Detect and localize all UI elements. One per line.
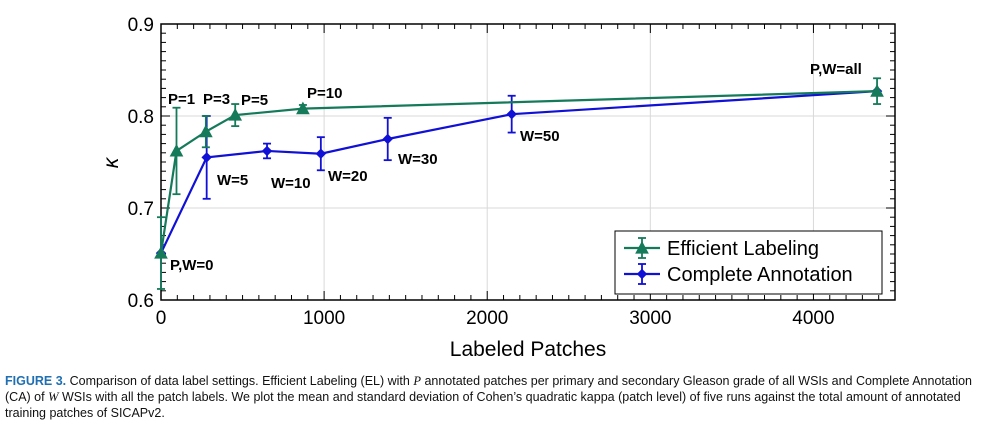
annotation-w5: W=5 <box>217 172 248 189</box>
annotation-pw-all: P,W=all <box>810 61 862 78</box>
legend-items <box>624 237 660 285</box>
x-axis-title: Labeled Patches <box>450 338 606 361</box>
annotation-p5: P=5 <box>241 92 268 109</box>
data-point-efficient-labeling <box>169 143 184 157</box>
data-point-complete-annotation <box>382 133 393 145</box>
data-point-efficient-labeling <box>296 101 310 115</box>
y-tick-label: 0.6 <box>128 291 154 312</box>
y-axis-title: κ <box>100 156 123 168</box>
data-point-efficient-labeling <box>870 84 884 97</box>
point-annotations: P=1 P=3 P=5 P=10 P,W=all P,W=0 W=5 W=10 … <box>168 61 862 274</box>
figure-caption: FIGURE 3. Comparison of data label setti… <box>5 373 980 421</box>
annotation-w30: W=30 <box>398 151 438 168</box>
caption-text-3: WSIs with all the patch labels. We plot … <box>5 390 961 420</box>
annotation-w20: W=20 <box>328 168 368 185</box>
caption-text-2: annotated patches per primary and second… <box>5 374 972 404</box>
data-point-complete-annotation <box>506 108 517 120</box>
y-tick-label: 0.8 <box>128 107 154 128</box>
x-tick-label: 2000 <box>466 308 508 329</box>
caption-var-w: W <box>48 390 59 404</box>
caption-var-p: P <box>413 374 421 388</box>
data-point-efficient-labeling <box>154 246 168 259</box>
x-tick-label: 1000 <box>303 308 345 329</box>
data-point-complete-annotation <box>201 152 212 163</box>
series-line-efficient-labeling <box>159 90 878 254</box>
data-point-complete-annotation <box>315 148 327 159</box>
plot-frame <box>160 23 896 301</box>
legend-box <box>614 230 883 295</box>
annotation-pw0: P,W=0 <box>170 257 214 274</box>
annotation-w50: W=50 <box>520 128 560 145</box>
legend: Efficient Labeling Complete Annotation <box>614 230 883 295</box>
series-efficient-labeling <box>154 77 884 290</box>
y-tick-label: 0.9 <box>128 15 154 36</box>
caption-label: FIGURE 3. <box>5 374 67 388</box>
legend-marker-efficient-labeling <box>635 240 649 254</box>
legend-label-efficient-labeling: Efficient Labeling <box>667 238 819 260</box>
data-point-complete-annotation <box>261 145 273 157</box>
series-layer <box>154 77 884 290</box>
caption-text-1: Comparison of data label settings. Effic… <box>69 374 414 388</box>
annotation-p1: P=1 <box>168 91 195 108</box>
data-point-efficient-labeling <box>228 108 243 121</box>
x-tick-label: 0 <box>156 308 167 329</box>
legend-marker-complete-annotation <box>636 268 648 280</box>
y-tick-label: 0.7 <box>128 199 154 220</box>
x-tick-labels: 0 1000 2000 3000 4000 <box>156 308 835 329</box>
y-tick-labels: 0.6 0.7 0.8 0.9 <box>128 15 154 312</box>
data-point-efficient-labeling <box>199 124 213 138</box>
annotation-w10: W=10 <box>271 175 311 192</box>
annotation-p3: P=3 <box>203 91 230 108</box>
x-tick-label: 4000 <box>792 308 834 329</box>
annotation-p10: P=10 <box>307 85 342 102</box>
x-tick-label: 3000 <box>629 308 671 329</box>
legend-label-complete-annotation: Complete Annotation <box>667 264 853 286</box>
chart-figure: 0 1000 2000 3000 4000 0.6 0.7 0.8 0.9 Labeled P… <box>100 15 896 361</box>
